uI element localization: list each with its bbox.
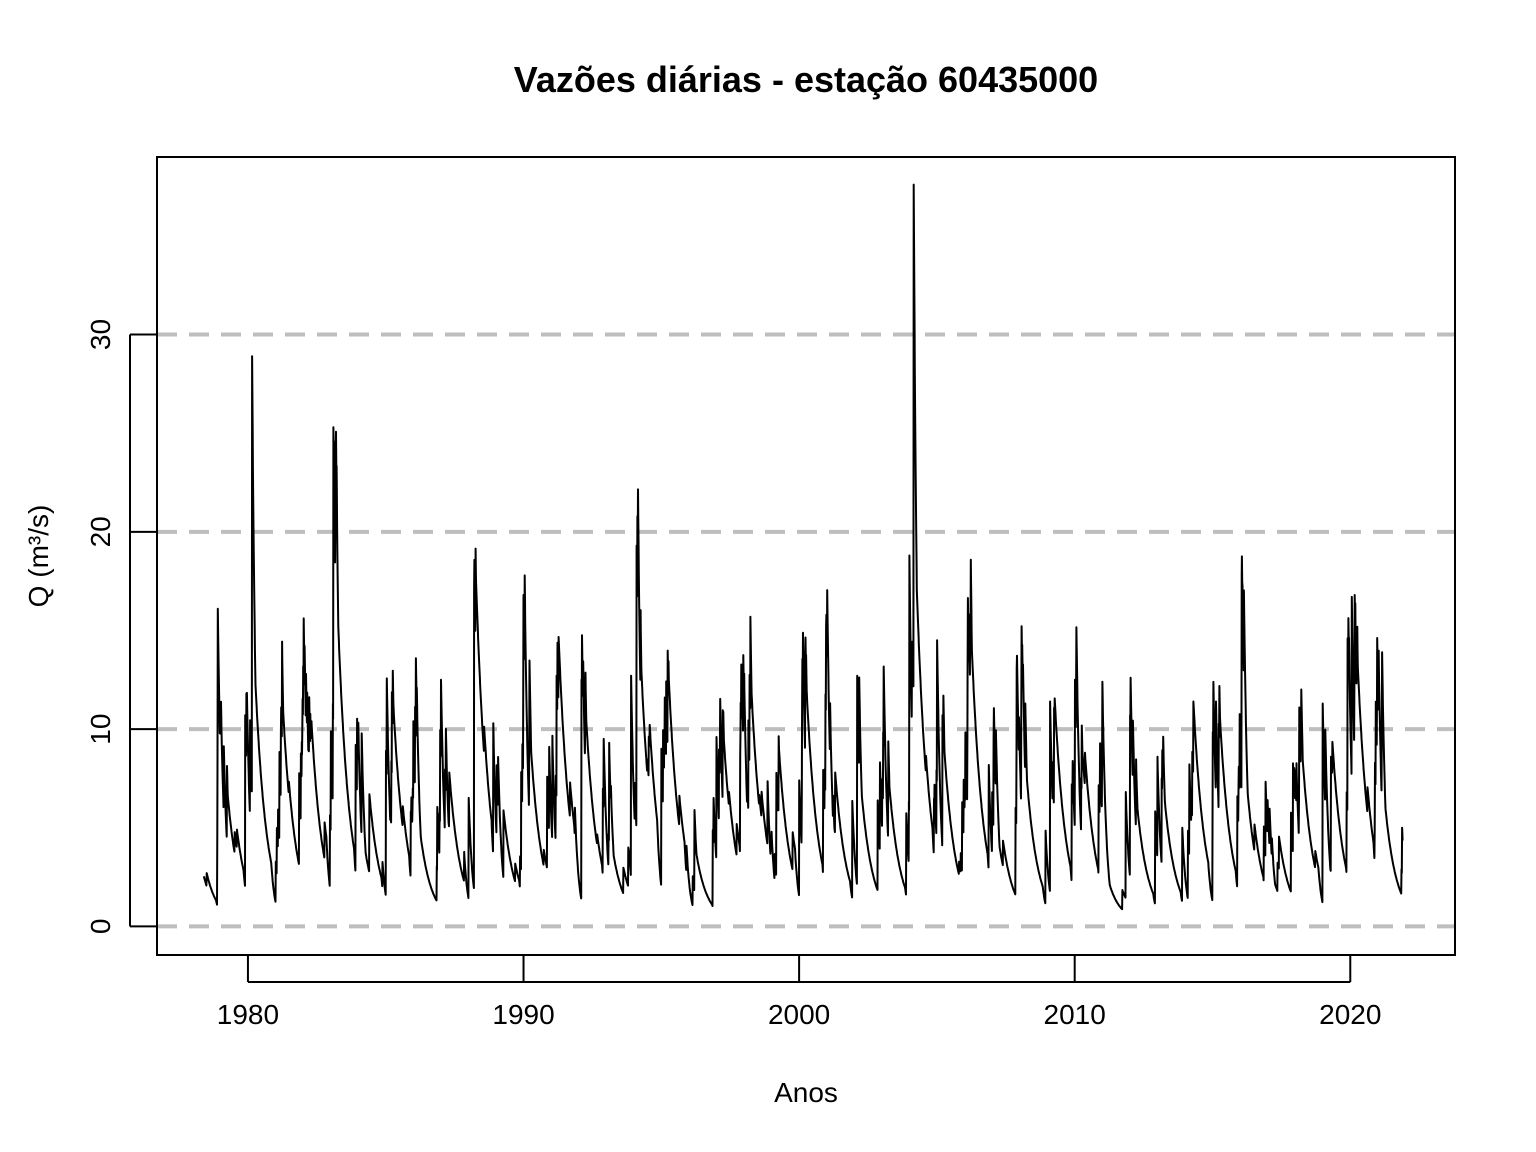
plot-frame [156,156,1456,956]
x-tick-label: 1980 [217,999,279,1030]
x-axis-label: Anos [774,1077,838,1108]
chart-title: Vazões diárias - estação 60435000 [514,59,1098,100]
y-axis-label: Q (m³/s) [23,505,54,608]
daily-flow-line [202,183,1404,911]
y-tick-label: 30 [85,319,116,350]
y-tick-label: 10 [85,714,116,745]
x-tick-label: 2000 [768,999,830,1030]
y-tick-label: 20 [85,516,116,547]
y-axis: 0 10 20 30 [85,319,157,934]
x-tick-label: 2020 [1319,999,1381,1030]
y-tick-label: 0 [85,919,116,935]
x-tick-label: 1990 [492,999,554,1030]
x-tick-label: 2010 [1044,999,1106,1030]
x-axis: 1980 1990 2000 2010 2020 [217,955,1381,1030]
